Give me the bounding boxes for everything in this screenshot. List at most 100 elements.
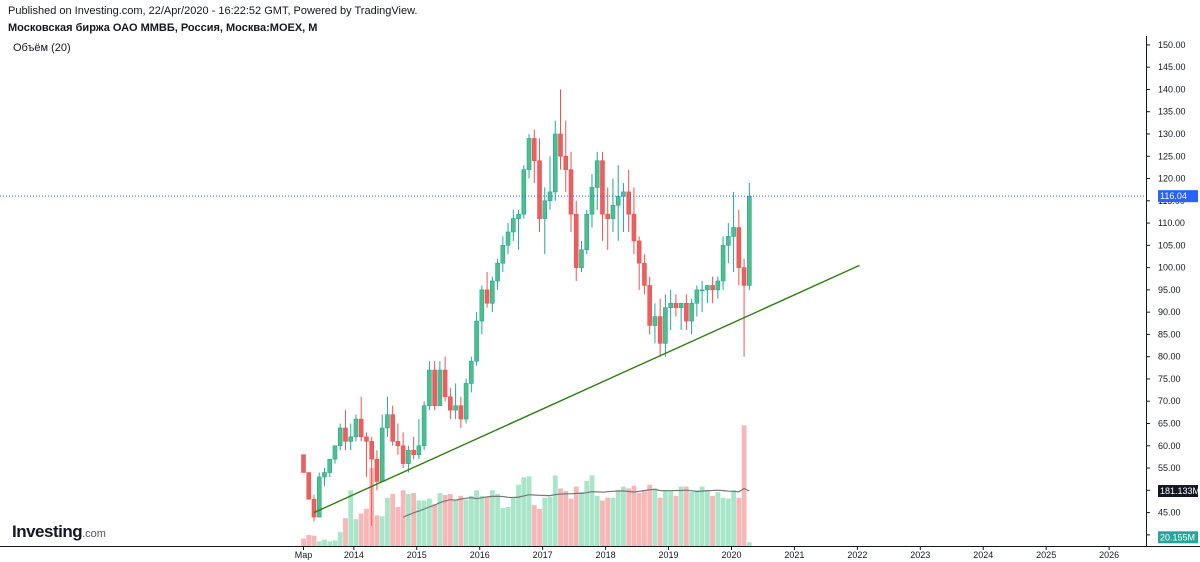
volume-bar <box>725 498 731 546</box>
volume-bar <box>715 492 721 546</box>
candle-body <box>678 302 684 309</box>
volume-bar <box>610 497 616 546</box>
volume-bar <box>316 541 322 546</box>
volume-bar <box>358 513 364 546</box>
volume-bar <box>406 494 411 546</box>
candle-body <box>605 213 611 219</box>
volume-bar <box>694 490 700 546</box>
price-tick-label: 105.00 <box>1158 240 1186 250</box>
candle-body <box>332 445 338 460</box>
volume-bars <box>301 425 752 546</box>
volume-bar <box>479 495 485 546</box>
volume-bar <box>437 493 443 546</box>
volume-bar <box>636 493 642 546</box>
volume-bar <box>683 486 689 546</box>
volume-bar <box>411 493 417 546</box>
candle-body <box>526 138 532 170</box>
trendline <box>313 264 860 514</box>
volume-bar <box>500 507 506 546</box>
candle-body <box>448 396 453 411</box>
volume-bar <box>584 481 590 546</box>
price-axis[interactable]: 150.00 145.00 140.00 135.00 130.00 125.00 120.… <box>1146 36 1186 546</box>
candle-body <box>374 458 380 482</box>
logo-main-text: Investing <box>12 522 83 541</box>
time-tick-label: 2020 <box>721 550 741 560</box>
volume-bar <box>510 497 516 546</box>
time-tick-label: 2017 <box>533 550 553 560</box>
volume-indicator-label[interactable]: Объём (20) <box>13 42 71 54</box>
volume-bar <box>746 542 752 546</box>
candles <box>301 89 752 526</box>
price-tick-label: 130.00 <box>1158 129 1186 139</box>
candle-body <box>432 369 437 406</box>
volume-bar <box>348 490 354 546</box>
candle-body <box>500 245 506 264</box>
candle-body <box>652 316 658 326</box>
volume-bar <box>678 486 684 546</box>
candle-body <box>689 302 694 322</box>
candle-body <box>663 307 668 344</box>
volume-bar <box>526 476 532 546</box>
price-tick-label: 55.00 <box>1158 463 1181 473</box>
candle-body <box>537 160 542 219</box>
candle-body <box>558 133 563 157</box>
candle-body <box>353 418 359 438</box>
axis-badges: 116.04 181.133M 20.155M <box>1158 190 1200 544</box>
volume-bar <box>322 539 327 546</box>
volume-bar <box>704 490 710 546</box>
logo-domain-text: .com <box>82 528 106 540</box>
candle-body <box>379 427 385 482</box>
candle-body <box>636 240 642 264</box>
candle-body <box>463 383 469 420</box>
volume-bar <box>647 484 653 546</box>
candle-body <box>600 160 605 215</box>
volume-bar <box>301 538 306 546</box>
candle-body <box>484 289 490 304</box>
candle-body <box>421 405 427 447</box>
volume-bar <box>621 486 626 546</box>
volume-bar <box>379 516 385 546</box>
candle-body <box>343 427 348 442</box>
candle-body <box>358 418 364 438</box>
last-price-badge-bg <box>1158 190 1198 203</box>
chart-overlays <box>0 195 1146 514</box>
last-volume-badge: 20.155M <box>1160 532 1195 542</box>
time-tick-label: 2024 <box>973 550 993 560</box>
volume-bar <box>332 540 338 546</box>
candle-body <box>547 191 553 202</box>
candle-body <box>416 445 422 455</box>
candle-body <box>348 436 354 442</box>
volume-bar <box>400 490 406 546</box>
candle-body <box>442 369 448 398</box>
candle-body <box>390 414 395 442</box>
volume-bar <box>652 488 658 546</box>
time-tick-label: 2026 <box>1099 550 1119 560</box>
candle-body <box>369 441 374 460</box>
candle-body <box>385 414 390 429</box>
volume-bar <box>600 500 605 546</box>
price-tick-label: 110.00 <box>1158 218 1185 228</box>
volume-bar <box>631 485 637 546</box>
candle-body <box>579 249 584 268</box>
volume-bar <box>699 486 705 546</box>
chart-header: Published on Investing.com, 22/Apr/2020 … <box>8 4 417 35</box>
price-tick-label: 100.00 <box>1158 263 1186 273</box>
volume-bar <box>573 486 579 546</box>
candle-body <box>563 155 569 170</box>
candle-body <box>521 169 527 215</box>
time-tick-label: 2022 <box>847 550 867 560</box>
time-axis[interactable]: Map 2014 2015 2016 2017 2018 2019 2020 2021 2022 2… <box>0 546 1200 560</box>
candle-body <box>411 449 416 455</box>
volume-bar <box>720 497 726 546</box>
time-tick-label: 2025 <box>1036 550 1056 560</box>
candle-body <box>469 360 474 384</box>
candle-body <box>647 285 652 326</box>
candle-body <box>694 289 700 304</box>
volume-bar <box>421 500 427 546</box>
candle-body <box>395 441 401 447</box>
candle-body <box>458 405 464 420</box>
volume-bar <box>390 494 396 546</box>
volume-bar <box>505 507 511 546</box>
volume-bar <box>395 507 401 546</box>
